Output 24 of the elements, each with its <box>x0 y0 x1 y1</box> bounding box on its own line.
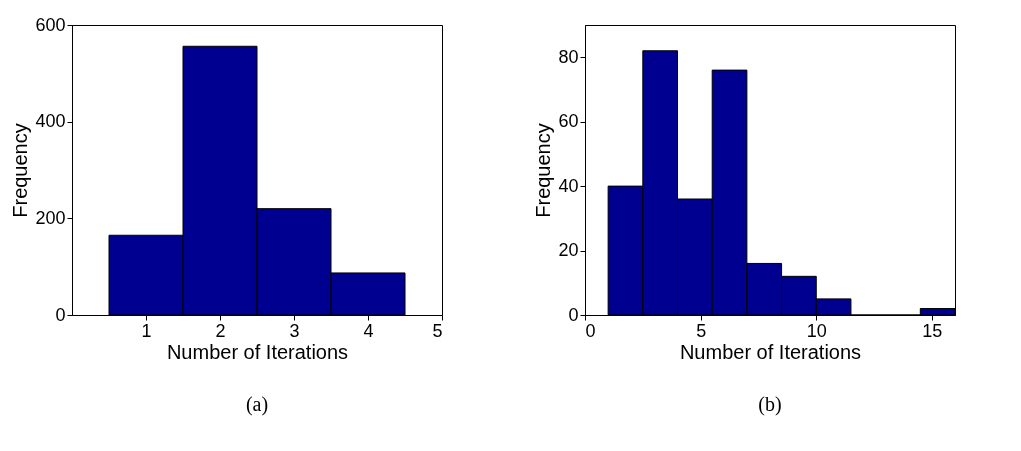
y-tick-label: 40 <box>558 175 579 196</box>
y-axis-title: Frequency <box>532 123 555 218</box>
x-tick-label: 0 <box>585 320 596 341</box>
x-tick-label: 5 <box>432 320 443 341</box>
y-tick-label: 0 <box>568 304 579 325</box>
text: (b) <box>758 393 782 416</box>
x-axis-title: Number of Iterations <box>166 340 349 363</box>
y-axis-title: Frequency <box>9 123 32 218</box>
x-tick-label: 3 <box>289 320 300 341</box>
x-tick-label: 2 <box>215 320 226 341</box>
x-tick-label: 1 <box>141 320 152 341</box>
y-tick-label: 400 <box>35 111 66 132</box>
x-axis-title: Number of Iterations <box>679 340 862 363</box>
y-tick-label: 600 <box>35 14 66 35</box>
y-tick-label: 60 <box>558 111 579 132</box>
x-tick-label: 5 <box>696 320 707 341</box>
x-tick-label: 4 <box>363 320 374 341</box>
y-tick-label: 200 <box>35 207 66 228</box>
y-tick-label: 80 <box>558 46 579 67</box>
y-tick-label: 20 <box>558 240 579 261</box>
x-tick-label: 10 <box>806 320 827 341</box>
text: (a) <box>245 393 269 416</box>
y-tick-label: 0 <box>55 304 66 325</box>
x-tick-label: 15 <box>922 320 943 341</box>
